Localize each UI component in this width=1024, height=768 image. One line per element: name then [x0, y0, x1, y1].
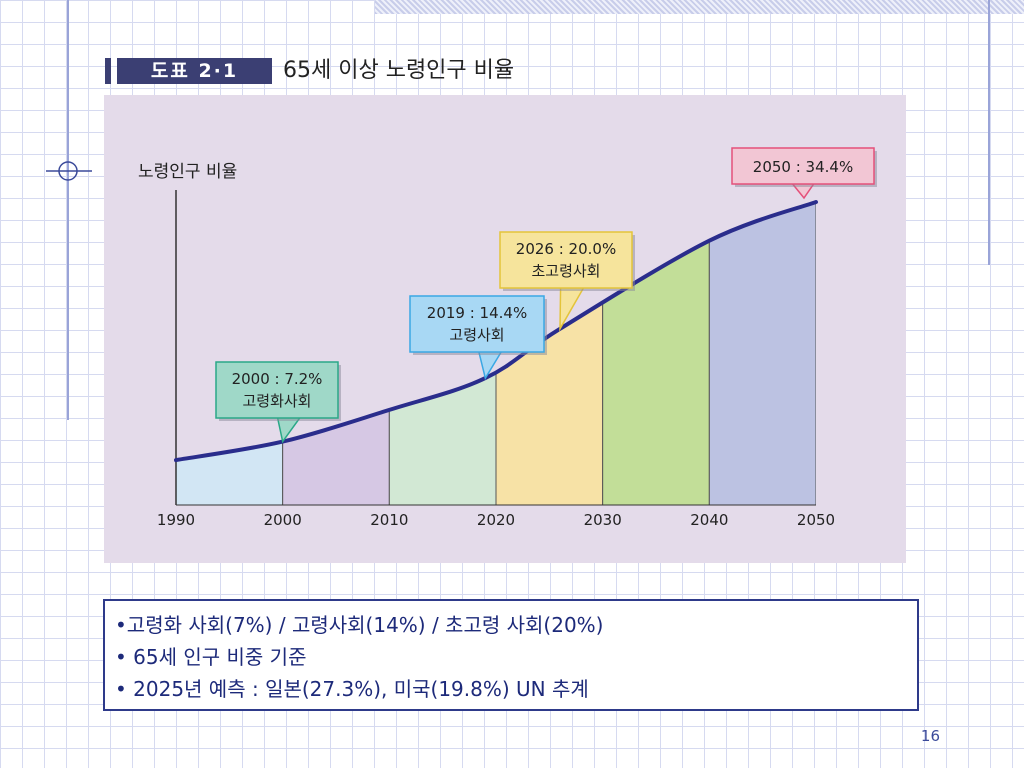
info-line-forecast: • 2025년 예측 : 일본(27.3%), 미국(19.8%) UN 추계 [115, 677, 589, 701]
figure-header: 도표 2·1 65세 이상 노령인구 비율 [105, 56, 905, 88]
callout-label-2019: 고령사회 [449, 326, 504, 344]
x-tick-label-2050: 2050 [797, 511, 835, 529]
callout-value-2019: 2019 : 14.4% [427, 304, 527, 322]
callout-box-2000 [215, 361, 339, 419]
figure-title: 65세 이상 노령인구 비율 [283, 58, 515, 83]
figure-label: 도표 2·1 [117, 58, 272, 84]
callout-value-2026: 2026 : 20.0% [516, 240, 616, 258]
x-tick-label-2010: 2010 [370, 511, 408, 529]
y-axis-label: 노령인구 비율 [138, 162, 237, 182]
callout-box-2019 [409, 295, 545, 353]
callout-value-2050: 2050 : 34.4% [753, 158, 853, 176]
chart-panel: 노령인구 비율 1990 2000 2010 2020 2030 2040 2050 2000 … [104, 95, 906, 563]
top-pattern-band [375, 0, 1024, 14]
aging-population-chart: 노령인구 비율 1990 2000 2010 2020 2030 2040 2050 2000 … [138, 147, 877, 529]
callout-value-2000: 2000 : 7.2% [232, 370, 323, 388]
crosshair-icon [46, 161, 92, 181]
x-tick-label-2030: 2030 [584, 511, 622, 529]
decorative-line-left [67, 0, 69, 420]
info-box: •고령화 사회(7%) / 고령사회(14%) / 초고령 사회(20%) • … [103, 599, 919, 711]
decade-band-2000 [282, 202, 390, 505]
callout-box-2050 [731, 147, 875, 185]
x-tick-label-2000: 2000 [264, 511, 302, 529]
page-number: 16 [920, 727, 940, 745]
figure-accent-bar [105, 58, 111, 84]
callout-label-2026: 초고령사회 [531, 262, 600, 280]
decade-band-2040 [708, 202, 816, 505]
x-tick-label-1990: 1990 [157, 511, 195, 529]
info-line-thresholds: •고령화 사회(7%) / 고령사회(14%) / 초고령 사회(20%) [115, 613, 604, 637]
callout-box-2026 [499, 231, 633, 289]
info-line-basis: • 65세 인구 비중 기준 [115, 645, 307, 669]
x-tick-label-2040: 2040 [690, 511, 728, 529]
decorative-line-right [988, 0, 990, 265]
x-tick-label-2020: 2020 [477, 511, 515, 529]
callout-label-2000: 고령화사회 [242, 392, 311, 410]
decade-band-2030 [602, 202, 710, 505]
